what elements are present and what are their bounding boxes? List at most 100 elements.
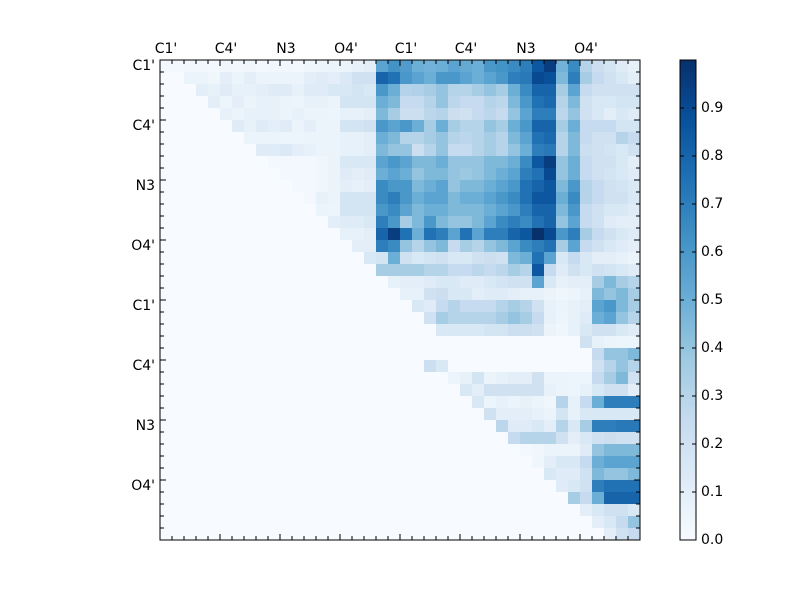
heatmap-cell-39-1 bbox=[172, 528, 185, 541]
heatmap-cell-28-12 bbox=[304, 396, 317, 409]
heatmap-cell-7-28 bbox=[496, 144, 509, 157]
heatmap-cell-31-35 bbox=[580, 432, 593, 445]
heatmap-cell-20-1 bbox=[172, 300, 185, 313]
heatmap-cell-23-31 bbox=[532, 336, 545, 349]
heatmap-cell-31-11 bbox=[292, 432, 305, 445]
heatmap-cell-8-3 bbox=[196, 156, 209, 169]
heatmap-cell-30-17 bbox=[364, 420, 377, 433]
heatmap-cell-13-37 bbox=[604, 216, 617, 229]
heatmap-cell-27-12 bbox=[304, 384, 317, 397]
heatmap-cell-23-4 bbox=[208, 336, 221, 349]
colorbar-tick-label-8: 0.8 bbox=[701, 148, 723, 164]
heatmap-cell-32-3 bbox=[196, 444, 209, 457]
heatmap-cell-37-31 bbox=[532, 504, 545, 517]
heatmap-cell-37-2 bbox=[184, 504, 197, 517]
heatmap-cell-35-8 bbox=[256, 480, 269, 493]
heatmap-cell-15-37 bbox=[604, 240, 617, 253]
heatmap-cell-4-0 bbox=[160, 108, 173, 121]
heatmap-cell-39-7 bbox=[244, 528, 257, 541]
heatmap-cell-12-0 bbox=[160, 204, 173, 217]
heatmap-cell-19-25 bbox=[460, 288, 473, 301]
heatmap-cell-7-8 bbox=[256, 144, 269, 157]
heatmap-cell-14-35 bbox=[580, 228, 593, 241]
heatmap-cell-4-24 bbox=[448, 108, 461, 121]
heatmap-cell-6-22 bbox=[424, 132, 437, 145]
heatmap-cell-13-5 bbox=[220, 216, 233, 229]
heatmap-cell-39-20 bbox=[400, 528, 413, 541]
heatmap-cell-3-26 bbox=[472, 96, 485, 109]
heatmap-cell-33-27 bbox=[484, 456, 497, 469]
heatmap-cell-29-2 bbox=[184, 408, 197, 421]
heatmap-cell-1-26 bbox=[472, 72, 485, 85]
heatmap-cell-35-31 bbox=[532, 480, 545, 493]
heatmap-cell-38-28 bbox=[496, 516, 509, 529]
heatmap-cell-16-26 bbox=[472, 252, 485, 265]
heatmap-cell-15-22 bbox=[424, 240, 437, 253]
heatmap-cell-17-39 bbox=[628, 264, 641, 277]
heatmap-cell-8-21 bbox=[412, 156, 425, 169]
heatmap-cell-17-35 bbox=[580, 264, 593, 277]
x-tick-label-3: O4' bbox=[334, 41, 358, 57]
heatmap-cell-36-31 bbox=[532, 492, 545, 505]
heatmap-cell-20-22 bbox=[424, 300, 437, 313]
heatmap-cell-26-15 bbox=[340, 372, 353, 385]
heatmap-cell-24-19 bbox=[388, 348, 401, 361]
heatmap-cell-31-2 bbox=[184, 432, 197, 445]
heatmap-cell-22-7 bbox=[244, 324, 257, 337]
heatmap-cell-23-7 bbox=[244, 336, 257, 349]
heatmap-cell-20-23 bbox=[436, 300, 449, 313]
heatmap-cell-16-24 bbox=[448, 252, 461, 265]
heatmap-cell-22-27 bbox=[484, 324, 497, 337]
heatmap-cell-37-8 bbox=[256, 504, 269, 517]
heatmap-cell-11-38 bbox=[616, 192, 629, 205]
heatmap-cell-31-22 bbox=[424, 432, 437, 445]
heatmap-cell-5-37 bbox=[604, 120, 617, 133]
heatmap-cell-9-17 bbox=[364, 168, 377, 181]
heatmap-cell-18-1 bbox=[172, 276, 185, 289]
heatmap-cell-3-7 bbox=[244, 96, 257, 109]
heatmap-cell-5-31 bbox=[532, 120, 545, 133]
heatmap-cell-8-13 bbox=[316, 156, 329, 169]
heatmap-cell-16-33 bbox=[556, 252, 569, 265]
heatmap-cell-1-36 bbox=[592, 72, 605, 85]
heatmap-cell-9-14 bbox=[328, 168, 341, 181]
heatmap-cell-26-39 bbox=[628, 372, 641, 385]
heatmap-cell-2-7 bbox=[244, 84, 257, 97]
heatmap-cell-8-14 bbox=[328, 156, 341, 169]
heatmap-cell-3-4 bbox=[208, 96, 221, 109]
heatmap-cell-33-7 bbox=[244, 456, 257, 469]
heatmap-cell-18-34 bbox=[568, 276, 581, 289]
heatmap-cell-3-29 bbox=[508, 96, 521, 109]
heatmap-cell-0-20 bbox=[400, 60, 413, 73]
heatmap-cell-8-4 bbox=[208, 156, 221, 169]
heatmap-cell-38-24 bbox=[448, 516, 461, 529]
heatmap-cell-38-33 bbox=[556, 516, 569, 529]
heatmap-cell-4-7 bbox=[244, 108, 257, 121]
heatmap-cell-30-35 bbox=[580, 420, 593, 433]
heatmap-cell-25-36 bbox=[592, 360, 605, 373]
heatmap-cell-34-38 bbox=[616, 468, 629, 481]
heatmap-cell-25-21 bbox=[412, 360, 425, 373]
heatmap-cell-16-9 bbox=[268, 252, 281, 265]
heatmap-cell-16-20 bbox=[400, 252, 413, 265]
heatmap-cell-30-31 bbox=[532, 420, 545, 433]
heatmap-cell-39-12 bbox=[304, 528, 317, 541]
heatmap-cell-18-38 bbox=[616, 276, 629, 289]
heatmap-cell-32-14 bbox=[328, 444, 341, 457]
heatmap-cell-15-8 bbox=[256, 240, 269, 253]
heatmap-cell-12-20 bbox=[400, 204, 413, 217]
heatmap-cell-36-22 bbox=[424, 492, 437, 505]
heatmap-cell-10-17 bbox=[364, 180, 377, 193]
heatmap-cell-36-2 bbox=[184, 492, 197, 505]
heatmap-cell-28-35 bbox=[580, 396, 593, 409]
heatmap-cell-26-19 bbox=[388, 372, 401, 385]
heatmap-cell-18-9 bbox=[268, 276, 281, 289]
heatmap-cell-7-1 bbox=[172, 144, 185, 157]
heatmap-cell-2-2 bbox=[184, 84, 197, 97]
heatmap-cell-20-4 bbox=[208, 300, 221, 313]
heatmap-cell-2-21 bbox=[412, 84, 425, 97]
heatmap-cell-16-12 bbox=[304, 252, 317, 265]
heatmap-cell-2-12 bbox=[304, 84, 317, 97]
heatmap-cell-21-17 bbox=[364, 312, 377, 325]
heatmap-cell-38-4 bbox=[208, 516, 221, 529]
